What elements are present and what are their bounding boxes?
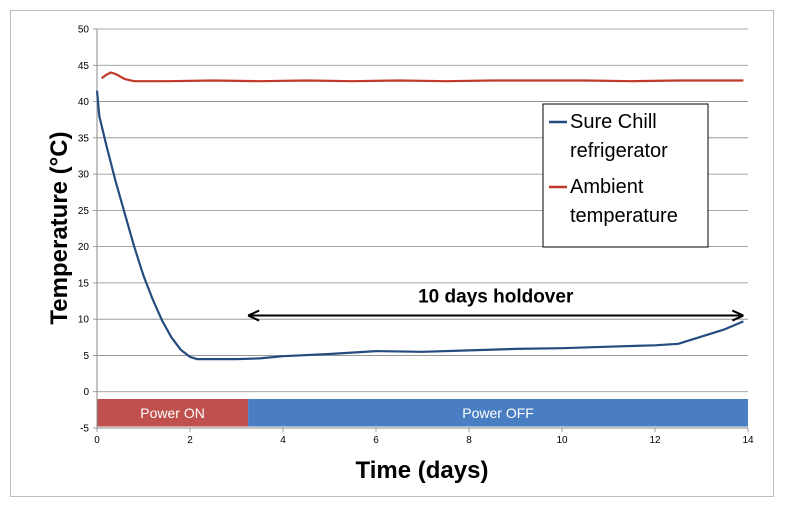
y-tick-label: 10 xyxy=(78,315,90,326)
x-tick-label: 2 xyxy=(187,435,193,446)
holdover-arrow-right-head xyxy=(731,309,744,322)
series-line-1 xyxy=(101,71,744,83)
x-tick-label: 12 xyxy=(649,435,661,446)
y-tick-label: 40 xyxy=(78,97,90,108)
y-tick-label: 35 xyxy=(78,133,90,144)
y-axis-title: Temperature (°C) xyxy=(46,131,73,324)
x-tick-label: 8 xyxy=(466,435,472,446)
power-band-label: Power OFF xyxy=(462,405,534,421)
legend-box xyxy=(542,103,709,248)
y-tick-label: 0 xyxy=(83,387,89,398)
power-band xyxy=(97,398,249,427)
power-band xyxy=(248,398,748,427)
y-tick-label: 45 xyxy=(78,61,90,72)
x-tick-label: 6 xyxy=(373,435,379,446)
x-tick-label: 4 xyxy=(280,435,286,446)
y-tick-label: 5 xyxy=(83,351,89,362)
y-tick-label: 15 xyxy=(78,278,90,289)
y-tick-label: 30 xyxy=(78,170,90,181)
legend-entry-label: Sure Chill xyxy=(570,111,657,133)
y-tick-label: -5 xyxy=(80,424,89,435)
y-tick-label: 25 xyxy=(78,206,90,217)
power-band-label: Power ON xyxy=(140,405,205,421)
legend-entry-label: refrigerator xyxy=(570,140,668,162)
y-tick-label: 20 xyxy=(78,242,90,253)
x-tick-label: 10 xyxy=(556,435,568,446)
holdover-annotation: 10 days holdover xyxy=(418,287,574,308)
holdover-arrow-left-head xyxy=(247,309,260,322)
x-axis-title: Time (days) xyxy=(356,457,489,484)
series-line-0 xyxy=(95,90,744,361)
x-tick-label: 0 xyxy=(94,435,100,446)
y-tick-label: 50 xyxy=(78,25,90,36)
legend-entry-label: Ambient xyxy=(570,176,644,198)
x-tick-label: 14 xyxy=(742,435,754,446)
legend-entry-label: temperature xyxy=(570,205,678,227)
